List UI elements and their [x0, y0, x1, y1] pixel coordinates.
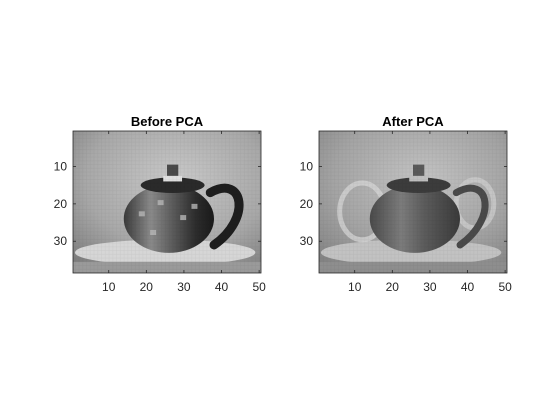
x-tick-label: 50 [498, 280, 512, 294]
pixel-grid [73, 131, 261, 273]
x-tick-label: 10 [102, 280, 116, 294]
chart-title: Before PCA [131, 114, 204, 129]
x-tick-label: 50 [252, 280, 266, 294]
image-content [73, 131, 261, 273]
x-tick-label: 30 [177, 280, 191, 294]
axes-frame [318, 130, 508, 274]
axes-1: Before PCA 10 20 30 40 50 10 20 30 [54, 114, 266, 294]
x-tick-label: 40 [215, 280, 229, 294]
axes-2: After PCA 10 20 30 40 50 10 20 30 [300, 114, 512, 294]
x-tick-label: 10 [348, 280, 362, 294]
x-tick-label: 20 [386, 280, 400, 294]
y-tick-label: 20 [300, 197, 314, 211]
x-tick-label: 30 [423, 280, 437, 294]
chart-title: After PCA [382, 114, 444, 129]
image-content [319, 131, 507, 273]
x-tick-label: 20 [140, 280, 154, 294]
y-tick-label: 30 [300, 234, 314, 248]
y-tick-label: 30 [54, 234, 68, 248]
axes-frame [72, 130, 262, 274]
y-tick-label: 10 [54, 160, 68, 174]
x-tick-label: 40 [461, 280, 475, 294]
y-tick-label: 10 [300, 160, 314, 174]
pixel-grid [319, 131, 507, 273]
y-tick-label: 20 [54, 197, 68, 211]
